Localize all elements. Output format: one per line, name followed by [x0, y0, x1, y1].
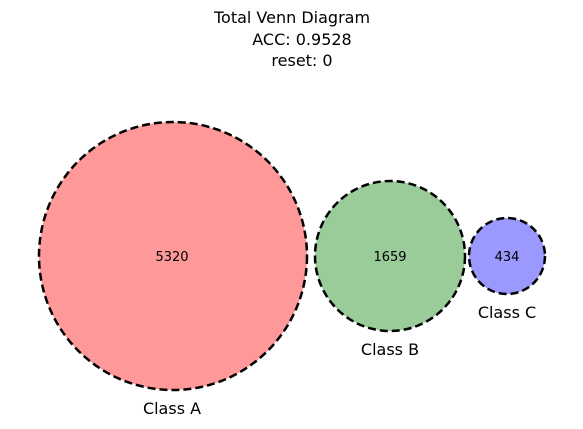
- title-line-2: ACC: 0.9528: [252, 30, 351, 49]
- set-count-class-b: 1659: [373, 250, 406, 265]
- set-count-class-a: 5320: [155, 250, 188, 265]
- set-label-class-b: Class B: [361, 340, 419, 359]
- set-count-class-c: 434: [495, 250, 520, 265]
- set-label-class-a: Class A: [143, 399, 201, 418]
- set-circle-class-a: [37, 120, 309, 392]
- title-line-3: reset: 0: [271, 51, 332, 70]
- set-circle-class-b: [313, 179, 467, 333]
- title-line-1: Total Venn Diagram: [213, 8, 370, 27]
- set-label-class-c: Class C: [478, 303, 536, 322]
- set-circle-class-c: [467, 216, 547, 296]
